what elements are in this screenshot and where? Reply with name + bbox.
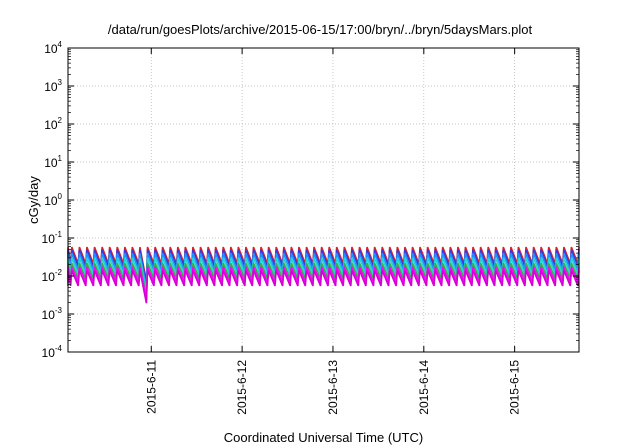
chart-title: /data/run/goesPlots/archive/2015-06-15/1… — [108, 22, 533, 37]
y-tick-label: 10-4 — [42, 344, 63, 360]
x-axis-label: Coordinated Universal Time (UTC) — [224, 430, 423, 445]
series-line-7 — [67, 270, 580, 304]
y-tick-label: 101 — [44, 154, 62, 170]
y-tick-label: 100 — [44, 192, 62, 208]
y-tick-label: 10-2 — [42, 268, 63, 284]
series-line-4 — [67, 257, 580, 292]
ticks: 10-4 10-3 10-2 10-1 100 101 102 103 104 2015-6-11… — [42, 40, 579, 415]
series-group — [67, 246, 580, 304]
y-tick-label: 10-1 — [42, 230, 63, 246]
x-tick-label: 2015-6-13 — [326, 360, 340, 415]
y-axis-label: cGy/day — [26, 176, 41, 224]
y-tick-label: 103 — [44, 78, 62, 94]
y-tick-label: 10-3 — [42, 306, 63, 322]
series-line-3 — [67, 252, 580, 288]
grid — [68, 48, 579, 352]
x-tick-label: 2015-6-15 — [508, 360, 522, 415]
x-tick-label: 2015-6-14 — [417, 360, 431, 415]
y-tick-label: 104 — [44, 40, 62, 56]
x-tick-label: 2015-6-12 — [235, 360, 249, 415]
x-tick-label: 2015-6-11 — [144, 360, 158, 414]
y-tick-label: 102 — [44, 116, 62, 132]
